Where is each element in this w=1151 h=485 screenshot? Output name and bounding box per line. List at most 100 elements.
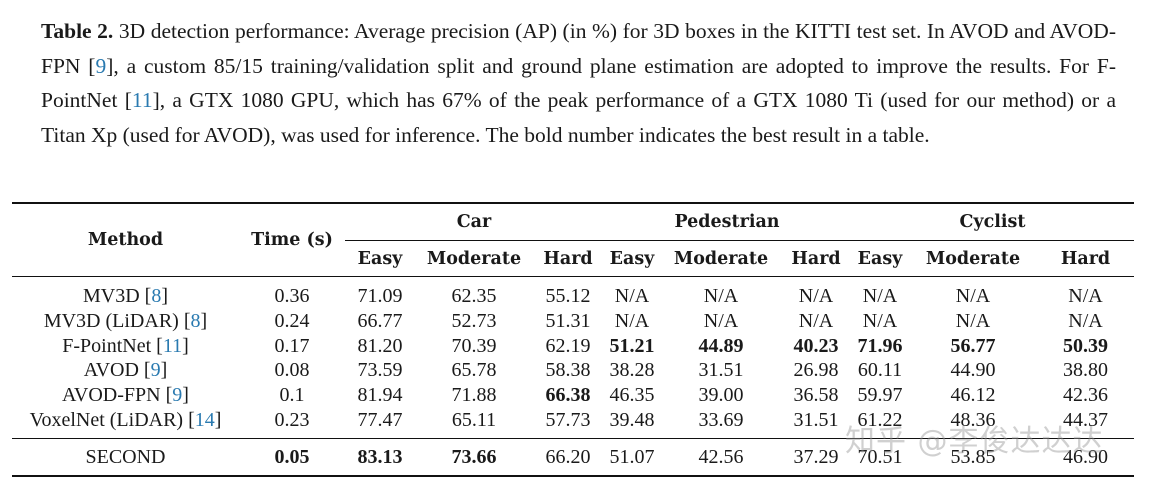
header-car-hard: Hard xyxy=(533,240,603,277)
table-caption: Table 2. 3D detection performance: Avera… xyxy=(41,14,1116,152)
value-cell: 55.12 xyxy=(545,285,591,308)
value-cell: 31.51 xyxy=(698,359,744,382)
value-cell: 51.07 xyxy=(603,438,661,478)
value-cell: 31.51 xyxy=(793,408,839,431)
header-group-car: Car xyxy=(345,202,603,241)
citation-link[interactable]: 8 xyxy=(151,285,162,308)
time-cell: 0.36 xyxy=(274,285,310,308)
results-table-container: Method Time (s) Car Pedestrian Cyclist E… xyxy=(12,202,1134,478)
value-cell: 62.19 xyxy=(545,334,591,357)
value-cell: N/A xyxy=(614,285,650,308)
value-cell: 39.48 xyxy=(609,408,655,431)
value-cell: 46.12 xyxy=(950,384,996,407)
value-cell: 65.78 xyxy=(451,359,497,382)
citation-link[interactable]: 8 xyxy=(190,310,201,333)
header-pedestrian-hard: Hard xyxy=(781,240,851,277)
value-cell: 62.35 xyxy=(451,285,497,308)
method-cell: F-PointNet [11] xyxy=(62,334,189,357)
table-row: AVOD-FPN [9] 0.1 81.94 71.88 66.38 46.35… xyxy=(12,383,1134,408)
table-row: F-PointNet [11] 0.17 81.20 70.39 62.19 5… xyxy=(12,333,1134,358)
value-cell: 70.39 xyxy=(451,334,497,357)
value-cell-best: 51.21 xyxy=(609,334,655,357)
value-cell-best: 83.13 xyxy=(345,438,415,478)
value-cell: N/A xyxy=(614,310,650,333)
value-cell: 59.97 xyxy=(857,384,903,407)
value-cell: N/A xyxy=(798,285,834,308)
header-cyclist-moderate: Moderate xyxy=(909,240,1037,277)
value-cell: 42.36 xyxy=(1063,384,1108,407)
method-cell: VoxelNet (LiDAR) [14] xyxy=(29,408,222,431)
value-cell: 33.69 xyxy=(698,408,744,431)
caption-text: ], a custom 85/15 training/validation sp… xyxy=(41,53,1116,113)
results-table: Method Time (s) Car Pedestrian Cyclist E… xyxy=(12,202,1134,478)
caption-text: ], a GTX 1080 GPU, which has 67% of the … xyxy=(41,88,1116,147)
time-cell: 0.17 xyxy=(274,334,310,357)
caption-text: 3D detection performance: Average precis… xyxy=(41,19,1116,78)
method-cell: SECOND xyxy=(12,438,239,478)
value-cell: 66.20 xyxy=(533,438,603,478)
citation-link[interactable]: 9 xyxy=(150,359,161,382)
value-cell: N/A xyxy=(798,310,834,333)
citation-link[interactable]: 11 xyxy=(131,88,153,112)
value-cell: 71.88 xyxy=(451,384,497,407)
value-cell: N/A xyxy=(1068,310,1103,333)
method-cell: MV3D [8] xyxy=(82,285,168,308)
time-cell: 0.24 xyxy=(274,310,310,333)
value-cell: N/A xyxy=(862,310,898,333)
header-pedestrian-moderate: Moderate xyxy=(661,240,781,277)
citation-link[interactable]: 9 xyxy=(95,53,107,78)
table-row: VoxelNet (LiDAR) [14] 0.23 77.47 65.11 5… xyxy=(12,407,1134,438)
value-cell: 36.58 xyxy=(793,384,839,407)
value-cell-best: 56.77 xyxy=(950,334,996,357)
header-cyclist-easy: Easy xyxy=(851,240,909,277)
value-cell: 53.85 xyxy=(909,438,1037,478)
value-cell: N/A xyxy=(703,310,739,333)
method-cell: AVOD [9] xyxy=(83,359,168,382)
value-cell: 66.77 xyxy=(357,310,403,333)
value-cell: 52.73 xyxy=(451,310,497,333)
value-cell-best: 71.96 xyxy=(857,334,903,357)
time-cell: 0.23 xyxy=(274,408,310,431)
value-cell: N/A xyxy=(703,285,739,308)
header-method: Method xyxy=(12,202,239,277)
value-cell: 60.11 xyxy=(857,359,903,382)
value-cell: 57.73 xyxy=(545,408,591,431)
value-cell: 71.09 xyxy=(357,285,403,308)
value-cell-best: 66.38 xyxy=(545,384,591,407)
value-cell: 48.36 xyxy=(950,408,996,431)
header-group-cyclist: Cyclist xyxy=(851,202,1134,241)
method-cell: MV3D (LiDAR) [8] xyxy=(43,310,208,333)
value-cell: 77.47 xyxy=(357,408,403,431)
citation-link[interactable]: 14 xyxy=(194,408,215,431)
value-cell: N/A xyxy=(1068,285,1103,308)
value-cell: 38.80 xyxy=(1063,359,1108,382)
citation-link[interactable]: 9 xyxy=(172,384,183,407)
value-cell: 81.94 xyxy=(357,384,403,407)
value-cell: 46.90 xyxy=(1037,438,1134,478)
value-cell: 65.11 xyxy=(451,408,497,431)
table-row: MV3D (LiDAR) [8] 0.24 66.77 52.73 51.31 … xyxy=(12,309,1134,334)
value-cell: 39.00 xyxy=(698,384,744,407)
time-cell-best: 0.05 xyxy=(239,438,345,478)
header-car-easy: Easy xyxy=(345,240,415,277)
value-cell: 70.51 xyxy=(851,438,909,478)
value-cell: 37.29 xyxy=(781,438,851,478)
value-cell-best: 50.39 xyxy=(1063,334,1108,357)
value-cell-best: 73.66 xyxy=(415,438,533,478)
caption-label: Table 2. xyxy=(41,19,114,43)
header-car-moderate: Moderate xyxy=(415,240,533,277)
value-cell: N/A xyxy=(955,310,991,333)
table-row-second: SECOND 0.05 83.13 73.66 66.20 51.07 42.5… xyxy=(12,438,1134,478)
header-pedestrian-easy: Easy xyxy=(603,240,661,277)
header-group-pedestrian: Pedestrian xyxy=(603,202,851,241)
value-cell: 58.38 xyxy=(545,359,591,382)
value-cell: 42.56 xyxy=(661,438,781,478)
header-cyclist-hard: Hard xyxy=(1037,240,1134,277)
table-row: AVOD [9] 0.08 73.59 65.78 58.38 38.28 31… xyxy=(12,358,1134,383)
value-cell: 44.37 xyxy=(1063,408,1108,431)
value-cell-best: 44.89 xyxy=(698,334,744,357)
value-cell: N/A xyxy=(862,285,898,308)
value-cell: 61.22 xyxy=(857,408,903,431)
citation-link[interactable]: 11 xyxy=(162,334,183,357)
time-cell: 0.08 xyxy=(274,359,310,382)
